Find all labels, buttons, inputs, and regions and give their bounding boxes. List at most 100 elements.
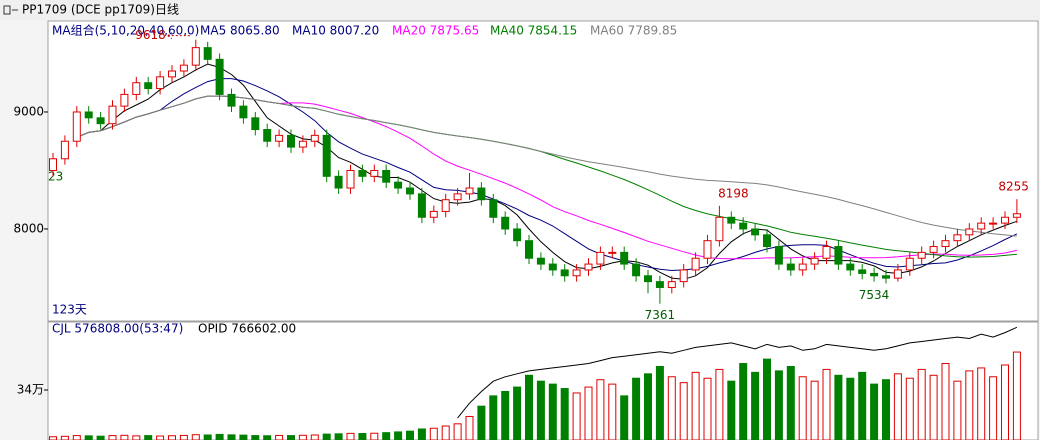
candle-body [834, 246, 843, 265]
volume-bar [263, 435, 272, 440]
volume-bar [322, 433, 331, 440]
volume-bar [417, 428, 426, 440]
volume-bar [84, 435, 93, 440]
candle-body [548, 263, 557, 271]
candle-body [655, 281, 664, 288]
volume-bar [774, 370, 783, 440]
volume-bar [168, 435, 176, 440]
candle-body [239, 105, 248, 119]
volume-bar [620, 395, 629, 440]
volume-bar [287, 435, 295, 440]
candle-body [798, 263, 807, 271]
volume-bar [786, 365, 795, 440]
candle-body [453, 193, 462, 201]
candle-body [358, 169, 367, 177]
volume-bar [763, 358, 771, 440]
candle-body [763, 234, 771, 248]
legend-entry: MA10 8007.20 [292, 24, 379, 38]
volume-bar [727, 380, 736, 440]
volume-bar [905, 377, 914, 440]
volume-bar [251, 435, 260, 440]
y-tick-label: 8000 [13, 221, 44, 235]
candle-body [322, 134, 331, 177]
chart-title: PP1709 (DCE pp1709)日线 [22, 3, 179, 17]
volume-bar [596, 379, 605, 440]
volume-bar [429, 427, 438, 440]
volume-bar [584, 386, 593, 440]
opid-line [457, 326, 1018, 419]
days-label: 123天 [52, 303, 87, 317]
candle-body [929, 246, 938, 253]
extreme-label: 9618 [135, 28, 166, 42]
candle-body [679, 269, 688, 283]
candle-body [394, 181, 403, 189]
price-panel [47, 20, 1039, 322]
volume-bar [560, 388, 569, 440]
volume-bar [893, 373, 902, 440]
candle-body [584, 263, 593, 271]
candle-body [251, 117, 260, 131]
volume-bar [120, 434, 129, 440]
legend-entry: MA60 7789.85 [590, 24, 677, 38]
candle-body [608, 251, 617, 254]
v-tick-label: 34万 [17, 383, 44, 397]
header-bar [0, 0, 1040, 20]
candle-body [786, 263, 795, 271]
candle-body [132, 82, 141, 95]
candle-body [858, 269, 867, 274]
arrow [167, 32, 190, 40]
candle-body [191, 47, 200, 66]
volume-bar [49, 436, 57, 440]
candle-body [810, 257, 819, 265]
candle-body [774, 246, 783, 265]
legend-entry: MA40 7854.15 [490, 24, 577, 38]
candle-body [108, 105, 117, 125]
volume-bar [394, 431, 403, 440]
volume-bar [310, 434, 319, 440]
candle-body [882, 275, 890, 279]
volume-bar [1012, 351, 1021, 440]
candle-body [60, 140, 69, 160]
candle-body [596, 251, 605, 265]
candle-body [227, 93, 236, 107]
volume-bar [1001, 364, 1009, 440]
volume-bar [548, 383, 557, 440]
volume-bar [132, 435, 141, 440]
volume-bar [536, 380, 545, 440]
volume-bar [667, 376, 676, 440]
candle-body [536, 257, 545, 265]
candle-body [870, 272, 879, 277]
volume-bar [179, 434, 188, 440]
volume-bar [965, 370, 974, 440]
volume-bar [370, 432, 379, 440]
volume-bar [882, 379, 890, 440]
volume-bar [203, 434, 212, 440]
candle-body [739, 222, 748, 230]
volume-bar [858, 371, 867, 440]
candle-body [751, 228, 760, 236]
volume-bar [144, 435, 153, 440]
candle-body [1012, 213, 1021, 218]
volume-bar [846, 377, 855, 440]
volume-bar [977, 367, 986, 440]
candle-body [667, 281, 676, 288]
candle-body [632, 263, 641, 277]
icon[interactable] [3, 5, 18, 15]
candle-body [513, 228, 522, 242]
volume-bar [96, 435, 105, 440]
candle-body [441, 199, 450, 212]
candle-body [334, 175, 343, 189]
candle-body [406, 187, 414, 195]
volume-bar [477, 405, 486, 440]
candle-body [893, 269, 902, 279]
volume-bar [715, 368, 724, 440]
volume-bar [513, 386, 522, 440]
candle-body [120, 93, 129, 107]
volume-bar [60, 435, 69, 440]
candle-body [96, 117, 105, 125]
ma-line [76, 78, 1018, 272]
volume-bar [525, 374, 533, 440]
candle-body [429, 210, 438, 218]
candle-body [310, 134, 319, 142]
